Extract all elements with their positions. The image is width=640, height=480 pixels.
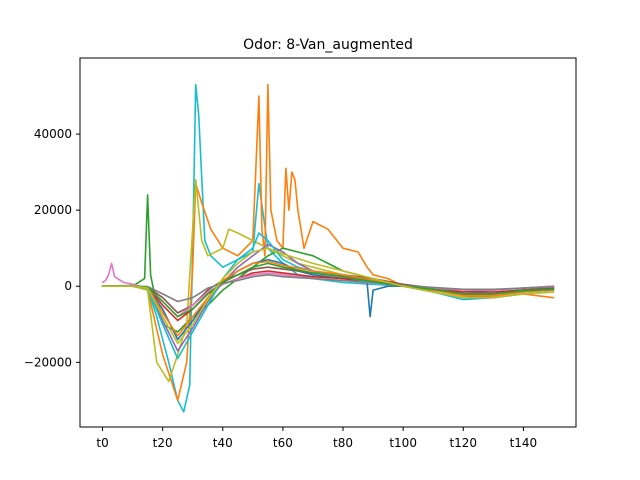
y-tick-label: −20000: [24, 355, 72, 369]
series-line-6: [101, 270, 555, 322]
plot-frame: [79, 57, 577, 428]
y-tick-label: 20000: [34, 203, 72, 217]
y-tick-label: 0: [64, 279, 72, 293]
chart-title: Odor: 8-Van_augmented: [243, 37, 413, 53]
x-tick-label: t20: [153, 436, 173, 450]
series-line-2: [101, 83, 555, 402]
x-tick-label: t120: [449, 436, 477, 450]
y-axis: −20000 0 20000 40000: [24, 127, 80, 369]
series-line-12: [101, 260, 555, 337]
x-axis: t0 t20 t40 t60 t80 t100 t120 t140: [96, 427, 537, 450]
series-line-13: [101, 262, 555, 318]
x-tick-label: t80: [333, 436, 353, 450]
x-tick-label: t140: [510, 436, 538, 450]
series-line-1: [101, 83, 555, 413]
x-tick-label: t60: [273, 436, 293, 450]
y-tick-label: 40000: [34, 127, 72, 141]
x-tick-label: t40: [213, 436, 233, 450]
series-line-10: [101, 274, 555, 303]
series-layer: [101, 83, 555, 413]
series-line-14: [101, 247, 555, 345]
series-line-3: [101, 194, 555, 333]
x-tick-label: t0: [96, 436, 108, 450]
x-tick-label: t100: [389, 436, 417, 450]
